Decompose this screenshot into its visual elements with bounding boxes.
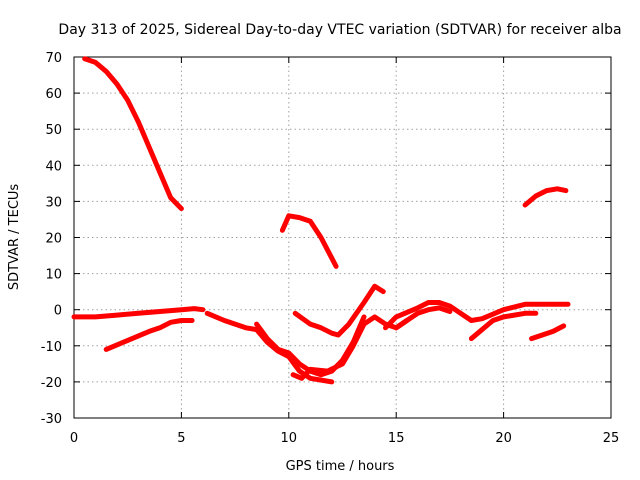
x-tick-label: 20 <box>495 431 512 446</box>
series-line-sat-9 <box>383 300 571 331</box>
ticks: 0 5 10 15 20 25 -30 -20 -10 0 10 20 30 40 50 60 70 <box>41 51 620 446</box>
x-tick-label: 15 <box>388 431 405 446</box>
series-line-sat-13 <box>529 323 567 342</box>
y-tick-label: 0 <box>54 304 62 319</box>
grid <box>74 57 611 418</box>
y-tick-label: -10 <box>41 340 62 355</box>
series-line-sat-5 <box>279 213 339 269</box>
chart-title: Day 313 of 2025, Sidereal Day-to-day VTE… <box>58 22 621 38</box>
series-line-sat-1 <box>82 56 184 212</box>
x-tick-label: 0 <box>70 431 78 446</box>
y-tick-label: 60 <box>45 87 62 102</box>
series-line-sat-2 <box>71 306 206 320</box>
series-line-sat-10 <box>393 305 453 331</box>
y-tick-label: 50 <box>45 123 62 138</box>
series-line-sat-3 <box>103 318 195 352</box>
y-tick-label: 70 <box>45 51 62 66</box>
y-tick-label: 10 <box>45 268 62 283</box>
x-axis-title: GPS time / hours <box>286 459 395 474</box>
x-tick-label: 25 <box>603 431 620 446</box>
y-tick-label: 40 <box>45 159 62 174</box>
y-tick-label: -30 <box>41 412 62 427</box>
y-tick-label: -20 <box>41 376 62 391</box>
series-line-sat-7 <box>292 283 386 338</box>
x-tick-label: 5 <box>177 431 185 446</box>
y-tick-label: 30 <box>45 195 62 210</box>
series-line-sat-11 <box>468 310 539 342</box>
y-tick-label: 20 <box>45 232 62 247</box>
x-tick-label: 10 <box>281 431 298 446</box>
y-axis-title: SDTVAR / TECUs <box>7 184 22 291</box>
series-layer <box>71 56 571 385</box>
series-line-sat-12 <box>522 186 569 208</box>
